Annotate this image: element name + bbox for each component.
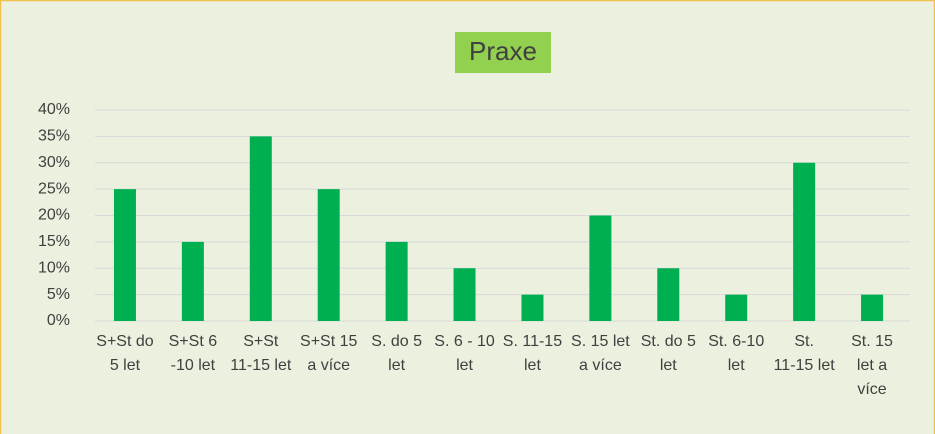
chart-title: Praxe bbox=[469, 36, 537, 66]
y-tick-label: 25% bbox=[38, 180, 70, 197]
x-tick-label: St. 6-10 let bbox=[708, 333, 764, 374]
y-tick-label: 30% bbox=[38, 154, 70, 171]
bar bbox=[113, 189, 136, 321]
y-tick-label: 15% bbox=[38, 233, 70, 250]
x-tick-label: S+St 15 a více bbox=[300, 333, 357, 374]
y-tick-label: 10% bbox=[38, 259, 70, 276]
y-tick-label: 35% bbox=[38, 128, 70, 145]
x-tick-label: S. do 5 let bbox=[371, 333, 422, 374]
x-tick-label: S. 15 let a více bbox=[571, 333, 630, 374]
bar bbox=[249, 136, 272, 321]
x-tick-label: S+St do 5 let bbox=[96, 333, 153, 374]
y-tick-label: 40% bbox=[38, 101, 70, 118]
bar bbox=[453, 268, 476, 321]
x-tick-label: S. 6 - 10 let bbox=[434, 333, 495, 374]
bar bbox=[793, 162, 816, 321]
y-tick-label: 20% bbox=[38, 207, 70, 224]
bar bbox=[181, 241, 204, 321]
bar bbox=[725, 294, 748, 321]
x-tick-label: St. 11-15 let bbox=[774, 333, 836, 374]
bar bbox=[317, 189, 340, 321]
x-tick-label: S. 11-15 let bbox=[503, 333, 562, 374]
bar bbox=[521, 294, 544, 321]
x-tick-label: S+St 11-15 let bbox=[230, 333, 292, 374]
y-tick-label: 5% bbox=[47, 286, 70, 303]
x-tick-label: St. do 5 let bbox=[641, 333, 696, 374]
bar bbox=[385, 241, 408, 321]
bar bbox=[589, 215, 612, 321]
bar bbox=[861, 294, 884, 321]
x-tick-label: St. 15 let a více bbox=[851, 333, 893, 398]
title-box bbox=[455, 32, 551, 73]
y-tick-label: 0% bbox=[47, 312, 70, 329]
bar bbox=[657, 268, 680, 321]
x-tick-label: S+St 6 -10 let bbox=[169, 333, 218, 374]
